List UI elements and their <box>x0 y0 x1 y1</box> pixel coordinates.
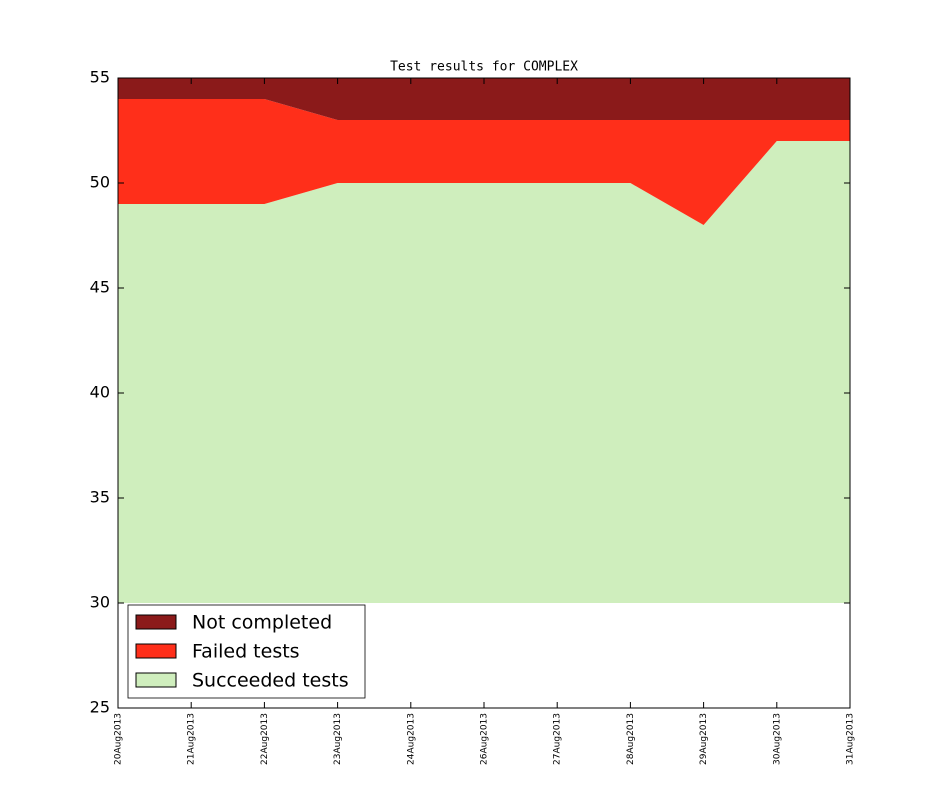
y-tick-label: 40 <box>90 383 110 402</box>
x-tick-label: 30Aug2013 <box>772 713 782 765</box>
legend-swatch <box>135 643 177 659</box>
y-tick-label: 50 <box>90 173 110 192</box>
legend-swatch <box>135 672 177 688</box>
y-tick-label: 35 <box>90 488 110 507</box>
area <box>118 141 850 603</box>
y-tick-label: 55 <box>90 68 110 87</box>
y-tick-label: 45 <box>90 278 110 297</box>
legend-swatch <box>135 614 177 630</box>
x-tick-label: 24Aug2013 <box>406 713 416 765</box>
x-tick-label: 23Aug2013 <box>333 713 343 765</box>
legend-label: Succeeded tests <box>192 670 349 692</box>
x-tick-label: 26Aug2013 <box>480 713 490 765</box>
legend-label: Failed tests <box>192 641 300 663</box>
legend-label: Not completed <box>192 612 332 634</box>
x-tick-label: 31Aug2013 <box>846 713 856 765</box>
area <box>118 99 850 225</box>
x-tick-label: 20Aug2013 <box>114 713 124 765</box>
x-tick-label: 29Aug2013 <box>699 713 709 765</box>
x-tick-label: 28Aug2013 <box>626 713 636 765</box>
x-tick-label: 27Aug2013 <box>553 713 563 765</box>
y-tick-label: 30 <box>90 593 110 612</box>
y-tick-label: 25 <box>90 698 110 717</box>
chart-title: Test results for COMPLEX <box>390 60 578 75</box>
area <box>118 78 850 120</box>
x-tick-label: 22Aug2013 <box>260 713 270 765</box>
x-tick-label: 21Aug2013 <box>187 713 197 765</box>
